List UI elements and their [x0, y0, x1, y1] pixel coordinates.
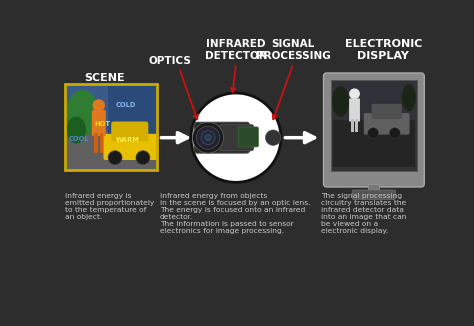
Circle shape [205, 135, 211, 141]
Bar [94, 133, 98, 153]
Circle shape [196, 126, 219, 149]
Ellipse shape [67, 116, 86, 143]
Circle shape [92, 99, 105, 111]
Bar [333, 82, 415, 120]
FancyBboxPatch shape [238, 127, 258, 147]
Circle shape [191, 93, 281, 182]
Bar [351, 119, 354, 131]
Circle shape [349, 88, 360, 99]
Text: The signal processing
circuitry translates the
infrared detector data
into an im: The signal processing circuitry translat… [321, 193, 407, 234]
Ellipse shape [332, 86, 349, 117]
FancyBboxPatch shape [364, 113, 410, 135]
FancyBboxPatch shape [194, 122, 250, 153]
Text: SCENE: SCENE [84, 73, 125, 82]
Circle shape [390, 128, 400, 139]
Text: Infrared energy from objects
in the scene is focused by an optic lens.
The energ: Infrared energy from objects in the scen… [160, 193, 310, 234]
Circle shape [108, 151, 122, 165]
Circle shape [265, 130, 281, 145]
Text: WARM: WARM [116, 137, 140, 143]
Bar [65, 84, 157, 170]
Bar [100, 133, 103, 153]
FancyBboxPatch shape [352, 190, 396, 199]
Text: HOT: HOT [94, 121, 110, 127]
FancyBboxPatch shape [349, 98, 360, 122]
Text: INFRARED
DETECTOR: INFRARED DETECTOR [205, 39, 267, 61]
FancyBboxPatch shape [103, 134, 158, 160]
FancyBboxPatch shape [92, 110, 106, 136]
Bar [65, 84, 157, 131]
Bar [108, 84, 157, 136]
Bar [333, 120, 415, 167]
Bar [356, 119, 358, 131]
Bar [65, 131, 157, 170]
Text: COOL: COOL [69, 136, 89, 142]
FancyBboxPatch shape [372, 104, 402, 119]
Bar [333, 82, 415, 167]
Circle shape [368, 128, 379, 139]
Circle shape [201, 131, 215, 145]
FancyBboxPatch shape [219, 125, 254, 151]
FancyBboxPatch shape [111, 122, 148, 141]
Text: COLD: COLD [116, 102, 136, 108]
Ellipse shape [402, 84, 416, 111]
Circle shape [136, 151, 150, 165]
Bar [368, 184, 379, 193]
Text: OPTICS: OPTICS [149, 56, 191, 66]
FancyBboxPatch shape [330, 80, 417, 171]
Text: Infrared energy is
emitted proportionately
to the temperature of
an object.: Infrared energy is emitted proportionate… [65, 193, 155, 220]
Text: SIGNAL
PROCESSING: SIGNAL PROCESSING [256, 39, 331, 61]
FancyBboxPatch shape [324, 73, 424, 187]
Text: ELECTRONIC
DISPLAY: ELECTRONIC DISPLAY [345, 39, 422, 61]
Ellipse shape [66, 90, 99, 136]
Circle shape [192, 122, 224, 153]
